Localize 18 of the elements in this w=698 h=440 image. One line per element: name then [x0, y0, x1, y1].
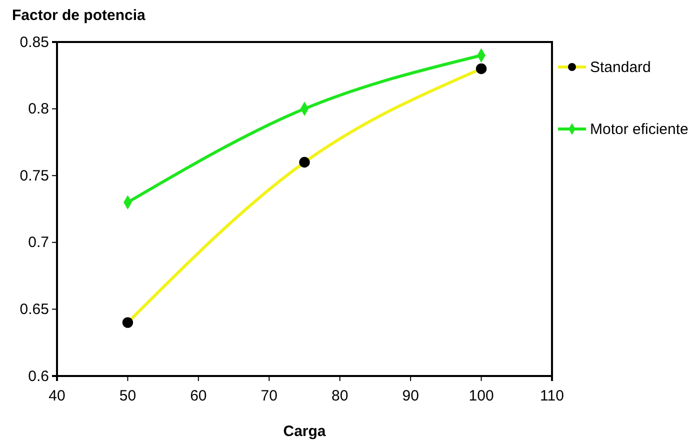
y-tick-label: 0.6: [28, 368, 49, 385]
x-axis-title: Carga: [283, 423, 326, 440]
y-tick-label: 0.85: [20, 34, 49, 51]
x-tick-label: 50: [119, 388, 136, 404]
y-tick-label: 0.65: [20, 301, 49, 318]
x-tick-label: 60: [190, 388, 207, 404]
x-tick-label: 100: [468, 388, 494, 404]
x-tick-label: 40: [48, 388, 66, 404]
x-tick-label: 80: [332, 388, 348, 404]
y-tick-label: 0.8: [28, 100, 49, 118]
x-tick-label: 90: [402, 388, 419, 404]
legend-label: Standard: [590, 59, 651, 76]
x-tick-label: 70: [260, 388, 278, 404]
y-tick-label: 0.7: [28, 234, 49, 252]
y-tick-label: 0.75: [20, 167, 49, 184]
y-axis-title: Factor de potencia: [12, 7, 146, 24]
legend-label: Motor eficiente: [590, 121, 688, 138]
x-tick-label: 110: [540, 388, 564, 404]
